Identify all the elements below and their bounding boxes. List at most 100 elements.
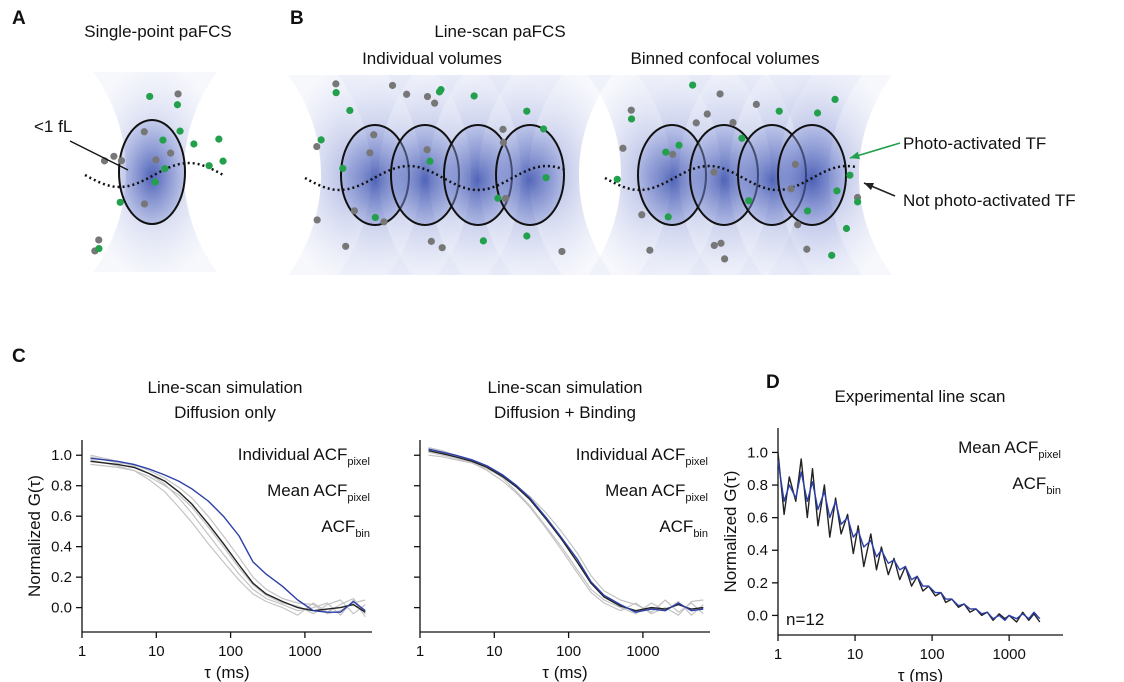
panel-label: D (766, 372, 780, 393)
panel-subtitle: Binned confocal volumes (630, 49, 819, 68)
molecule (470, 92, 478, 100)
molecule (110, 152, 118, 160)
x-tick-label: 100 (556, 643, 581, 660)
molecule (717, 239, 725, 247)
molecule (342, 242, 350, 250)
molecule (438, 244, 446, 252)
molecule (619, 144, 627, 152)
panel-title: Single-point paFCS (84, 22, 231, 41)
molecule (675, 141, 683, 149)
molecule (499, 125, 507, 133)
molecule (313, 142, 321, 151)
y-axis-label: Normalized G(τ) (25, 475, 44, 597)
molecule (638, 211, 646, 219)
leader-line (69, 140, 129, 171)
molecule (842, 224, 851, 233)
panel-title: Line-scan paFCS (434, 22, 565, 41)
molecule (787, 185, 795, 193)
chart-title: Diffusion + Binding (494, 403, 636, 422)
molecule (803, 207, 812, 215)
molecule (627, 106, 635, 114)
panel-subtitle: Individual volumes (362, 49, 502, 68)
panel-label: A (12, 8, 26, 29)
data-line (90, 459, 366, 616)
molecule (775, 107, 783, 115)
arrow-head (864, 182, 874, 191)
x-tick-label: 10 (847, 646, 864, 663)
molecule (692, 119, 700, 127)
molecule (828, 251, 836, 259)
molecule (173, 101, 182, 109)
molecule (710, 168, 718, 176)
legend-subscript: pixel (347, 492, 370, 504)
molecule (435, 88, 444, 96)
molecule (542, 174, 550, 182)
legend-text: Not photo-activated TF (903, 191, 1076, 210)
legend-subscript: bin (1046, 485, 1061, 497)
molecule (117, 157, 126, 165)
y-tick-label: 0.6 (51, 508, 72, 525)
x-tick-label: 1 (774, 646, 782, 663)
molecule (339, 164, 347, 173)
molecule (745, 197, 753, 205)
chart-title: Line-scan simulation (488, 378, 643, 397)
legend-subscript: bin (693, 528, 708, 540)
x-axis-label: τ (ms) (542, 663, 587, 682)
molecule (833, 187, 841, 195)
legend-name: Mean ACF (958, 438, 1038, 457)
molecule (95, 244, 103, 253)
molecule (646, 246, 654, 254)
legend-name: ACF (321, 517, 355, 536)
schematic (84, 72, 892, 275)
x-tick-label: 100 (920, 646, 945, 663)
molecule (494, 194, 502, 202)
molecule (523, 107, 531, 115)
molecule (794, 221, 802, 229)
chart-title: Experimental line scan (834, 387, 1005, 406)
data-line (777, 460, 1041, 621)
molecule (403, 90, 411, 98)
molecule (152, 156, 160, 164)
legend-name: Individual ACF (576, 445, 686, 464)
molecule (803, 245, 811, 253)
molecule (426, 157, 434, 165)
molecule (752, 100, 760, 108)
molecule (716, 90, 724, 98)
molecule (371, 213, 379, 222)
legend-entry: ACFbin (659, 517, 708, 540)
legend-subscript: pixel (685, 492, 708, 504)
molecule (140, 128, 148, 136)
molecule (669, 150, 677, 158)
annotation: n=12 (786, 610, 824, 629)
y-tick-label: 1.0 (747, 444, 768, 461)
molecule (174, 90, 182, 98)
legend-subscript: pixel (685, 456, 708, 468)
x-tick-label: 1000 (288, 643, 321, 660)
molecule (664, 213, 672, 221)
molecule (317, 136, 325, 144)
molecule (423, 92, 432, 101)
legend-name: Mean ACF (605, 481, 685, 500)
trajectory (304, 164, 566, 192)
molecule (140, 200, 149, 208)
molecule (499, 138, 508, 147)
x-axis-label: τ (ms) (898, 666, 943, 682)
molecule (703, 110, 711, 118)
molecule (146, 92, 154, 101)
y-tick-label: 0.6 (747, 510, 768, 527)
molecule (662, 148, 670, 156)
molecule (423, 146, 431, 154)
y-axis-label: Normalized G(τ) (721, 471, 740, 593)
molecule (791, 160, 799, 169)
molecule (427, 237, 435, 245)
data-line (428, 448, 704, 613)
panel-label: C (12, 346, 26, 367)
molecule (854, 198, 862, 206)
x-tick-label: 1 (416, 643, 424, 660)
confocal-volume (495, 124, 565, 226)
molecule (116, 198, 124, 206)
y-tick-label: 1.0 (51, 447, 72, 464)
molecule (689, 81, 697, 89)
molecule (95, 236, 103, 244)
